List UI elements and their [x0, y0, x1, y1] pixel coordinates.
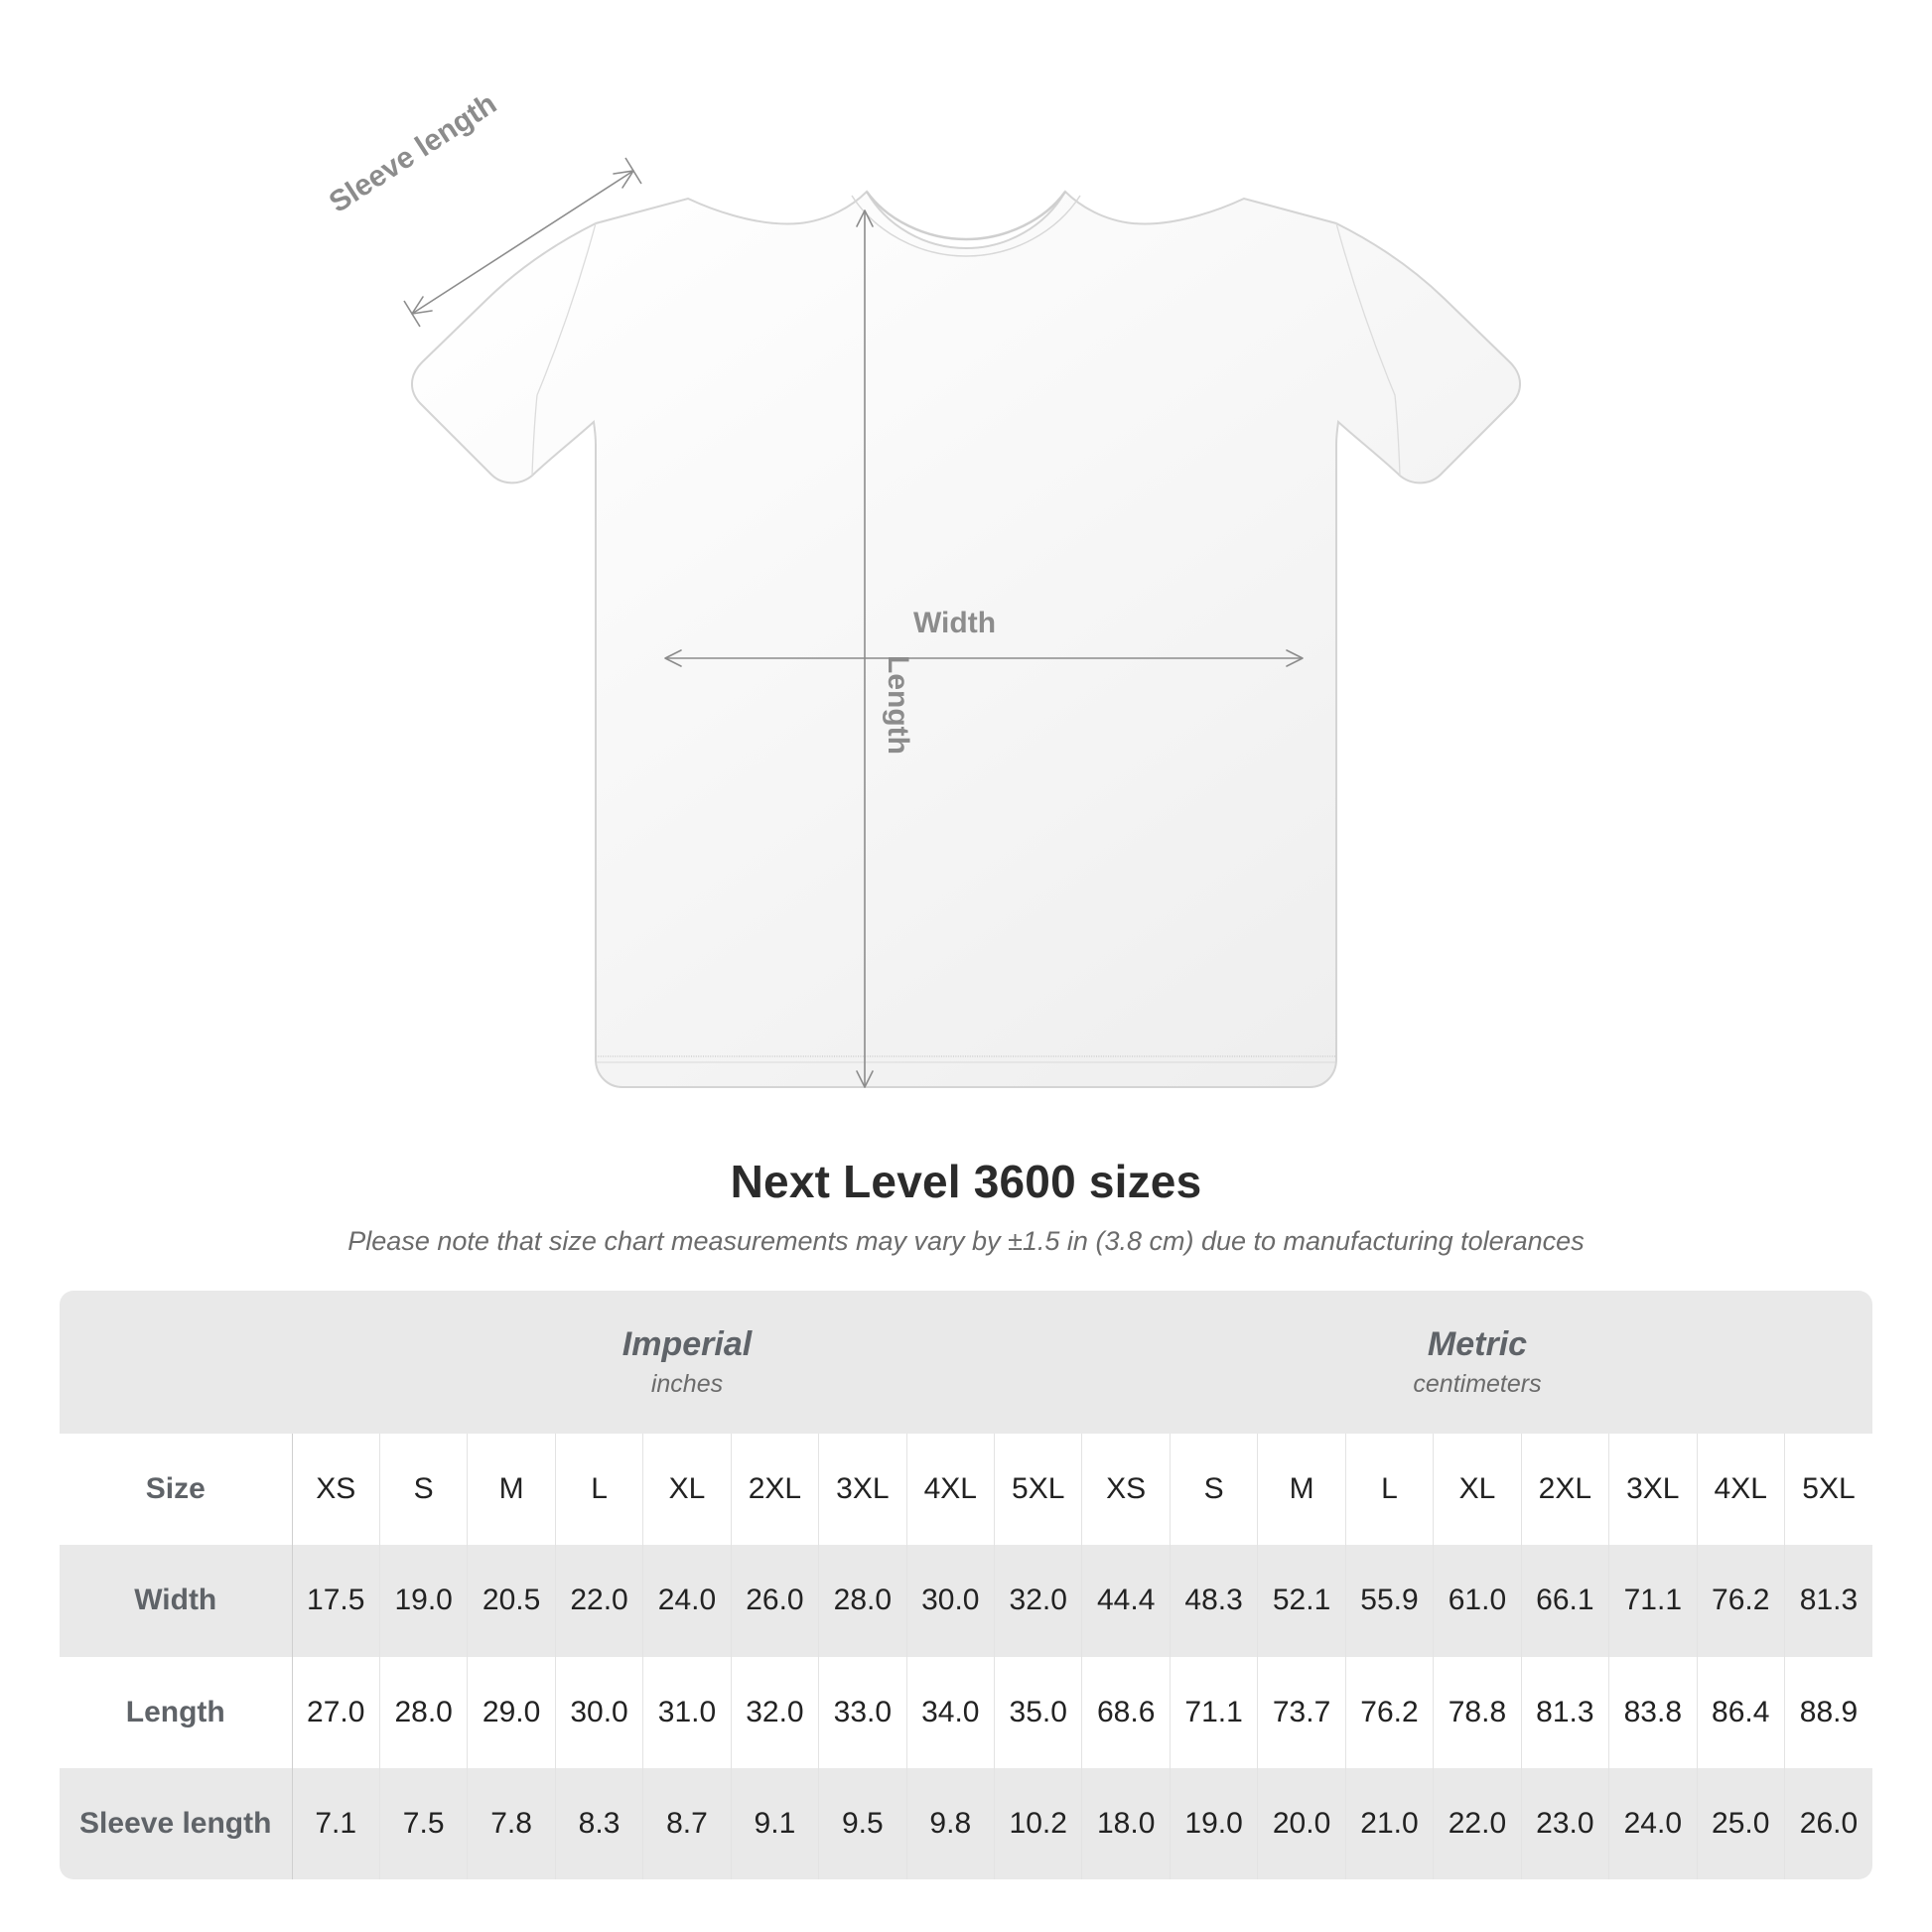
svg-text:Sleeve length: Sleeve length: [324, 87, 502, 219]
svg-text:Width: Width: [913, 607, 996, 639]
svg-text:Length: Length: [882, 655, 914, 755]
